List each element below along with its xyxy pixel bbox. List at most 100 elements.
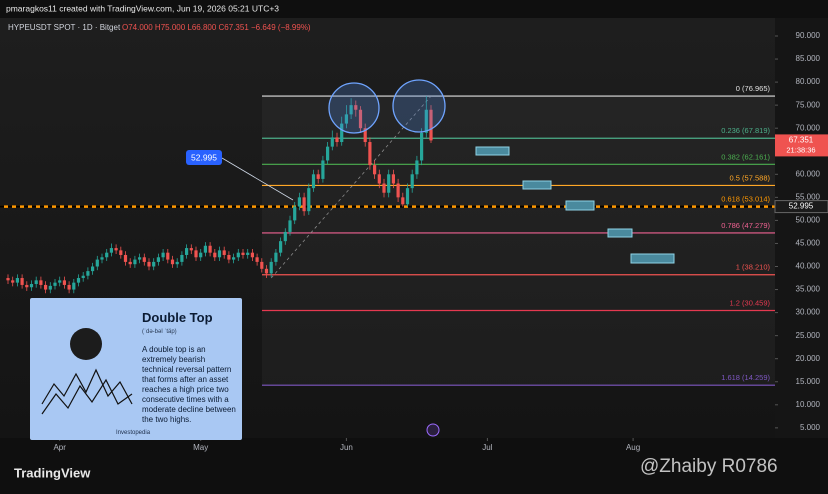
last-price-tag [775, 134, 828, 157]
candle-body [91, 266, 95, 272]
candle-body [382, 183, 386, 193]
card-title: Double Top [142, 310, 213, 325]
card-illustration [41, 328, 133, 415]
candle-body [95, 259, 99, 267]
price-line-tag-label: 52.995 [789, 202, 814, 211]
price-axis [775, 18, 828, 438]
y-tick-label: 40.000 [796, 262, 821, 271]
candle-body [274, 252, 278, 262]
y-tick-label: 70.000 [796, 123, 821, 132]
candle-body [373, 165, 377, 175]
candle-body [208, 245, 212, 253]
candle-body [53, 282, 57, 286]
candle-body [260, 261, 264, 269]
y-tick-label: 75.000 [796, 100, 821, 109]
y-tick-label: 15.000 [796, 377, 821, 386]
candle-body [189, 248, 193, 251]
y-tick-label: 85.000 [796, 54, 821, 63]
brand: TradingView [14, 465, 91, 480]
credit: pmaragkos11 created with TradingView.com… [6, 3, 279, 13]
fib-label: 0.5 (57.588) [730, 173, 771, 182]
card-text: A double top is an extremely bearish tec… [142, 345, 236, 424]
candle-body [297, 197, 301, 207]
candle-body [29, 284, 34, 288]
candle-body [293, 206, 297, 221]
top-circles [328, 79, 446, 134]
candle-body [100, 257, 104, 260]
y-tick-label: 35.000 [796, 285, 821, 294]
candle-body [288, 220, 292, 232]
candle-body [114, 248, 118, 251]
fib-label: 1.618 (14.259) [721, 373, 770, 382]
candle-body [316, 174, 320, 179]
candle-body [39, 280, 43, 285]
fib-label: 0.236 (67.819) [721, 126, 770, 135]
candle-body [391, 174, 395, 184]
candle-body [194, 250, 198, 258]
price-tag [186, 150, 222, 165]
card-source: Investopedia [116, 430, 151, 436]
candle-body [199, 252, 203, 258]
candle-body [222, 250, 226, 255]
candle-body [358, 109, 363, 129]
candle-body [123, 254, 128, 262]
fib-label: 0.618 (53.014) [721, 194, 770, 203]
candle-body [335, 137, 339, 143]
candle-body [401, 197, 405, 205]
sketch-line [41, 378, 133, 415]
price-line-tag [774, 200, 828, 214]
candle-body [48, 285, 52, 290]
event-icon [426, 423, 440, 437]
trend-line [270, 95, 432, 279]
candle-body [147, 261, 151, 267]
fib-zone [262, 96, 775, 385]
candle-body [76, 278, 81, 283]
candle-body [420, 132, 424, 161]
fib-label: 1 (38.210) [736, 263, 771, 272]
candle-body [311, 174, 316, 189]
candle-body [255, 257, 259, 262]
candle-body [368, 142, 372, 166]
candle-body [269, 261, 273, 274]
candle-body [161, 252, 165, 258]
y-tick-label: 55.000 [796, 192, 821, 201]
y-tick-label: 45.000 [796, 239, 821, 248]
candle-body [264, 268, 269, 274]
projection-boxes [475, 146, 675, 264]
candle-body [429, 109, 433, 141]
candle-body [15, 278, 19, 283]
bear-head [70, 328, 102, 360]
candle-body [424, 109, 428, 133]
box [522, 180, 552, 190]
candle-body [363, 128, 367, 143]
candle-body [326, 146, 330, 161]
x-tick-label: Jun [340, 443, 353, 452]
candle-body [133, 259, 137, 265]
price-tag-label: 52.995 [191, 152, 217, 162]
candle-body [142, 257, 146, 262]
candle-body [166, 252, 170, 260]
candle-body [25, 284, 29, 288]
candle-body [119, 250, 123, 255]
candle-body [410, 174, 414, 189]
y-tick-label: 60.000 [796, 169, 821, 178]
investopedia-card: Double Top (ˈdə-bəl ˈtäp) A double top i… [30, 298, 242, 440]
candle-body [232, 257, 236, 260]
fib-layer: 0 (76.965) 0.236 (67.819) 0.382 (62.161) 0.… [0, 84, 775, 386]
candle-body [20, 278, 24, 285]
box [565, 200, 595, 211]
candle-body [109, 248, 113, 253]
card-pronunciation: (ˈdə-bəl ˈtäp) [142, 329, 177, 335]
connector [221, 157, 294, 201]
candle-body [349, 105, 353, 115]
top-circle [328, 82, 380, 134]
candle-body [138, 257, 142, 260]
candle-body [11, 280, 15, 283]
candle-body [377, 174, 381, 184]
candle-body [44, 284, 48, 290]
candle-body [344, 114, 348, 124]
candle-body [387, 174, 391, 193]
candle-body [156, 257, 160, 262]
x-tick-label: Jul [482, 443, 492, 452]
